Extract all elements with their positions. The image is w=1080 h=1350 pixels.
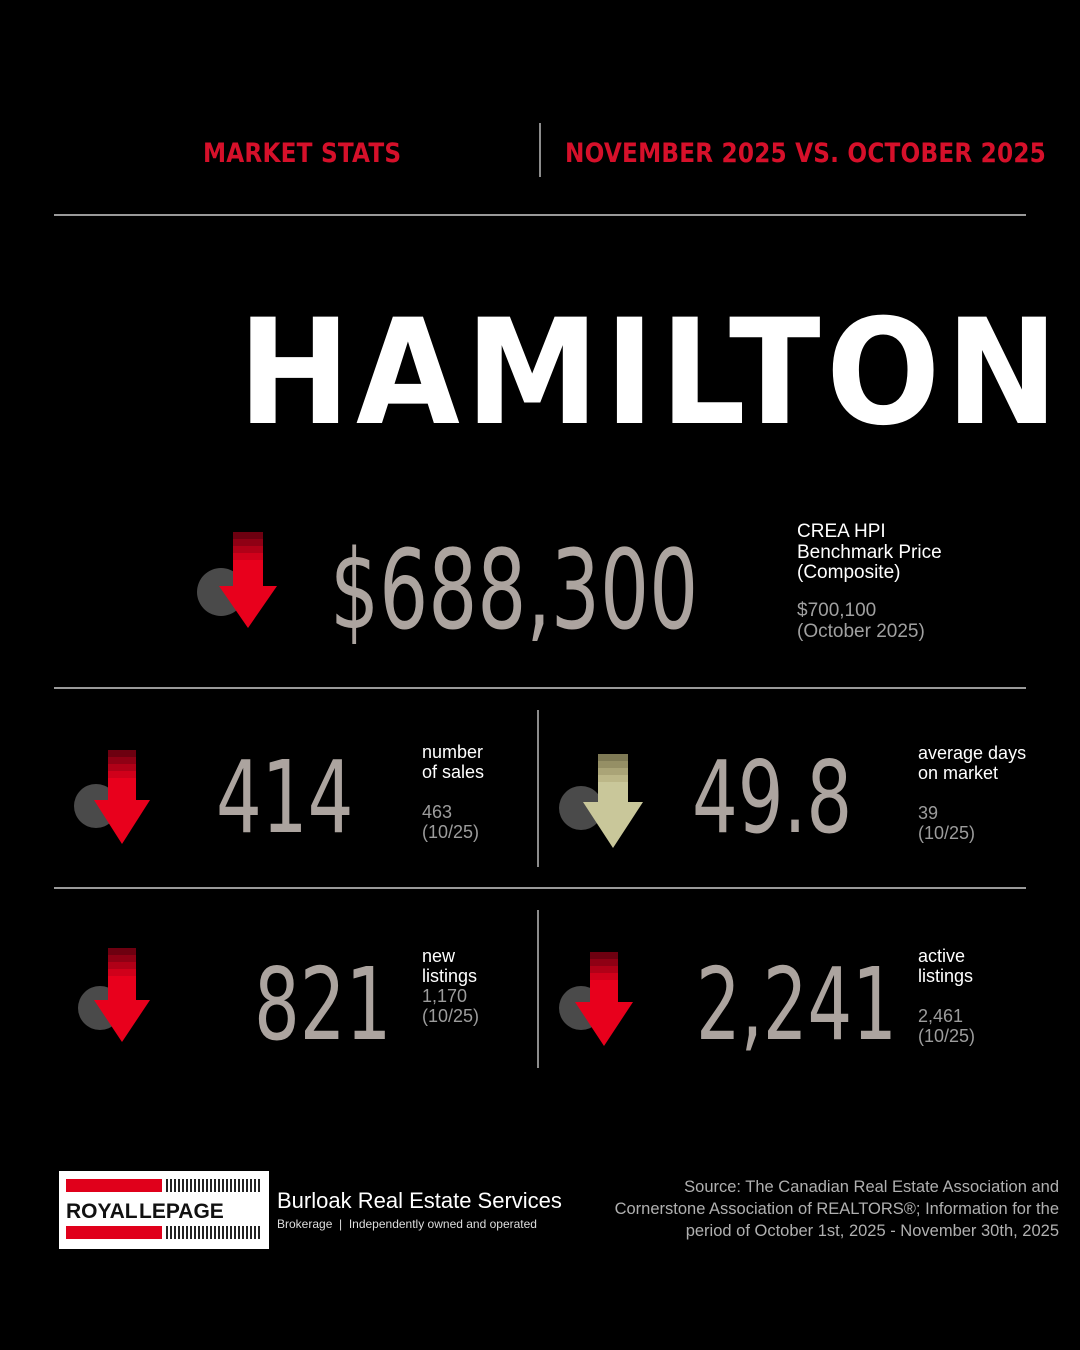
grid-divider-bottom <box>537 910 539 1068</box>
active-listings-value: 2,241 <box>696 946 897 1063</box>
new-listings-previous-line: (10/25) <box>422 1006 480 1026</box>
days-label: average days on market <box>918 743 1026 783</box>
new-listings-label: new listings 1,170 (10/25) <box>422 946 479 1026</box>
grid-divider-top <box>537 710 539 867</box>
royal-lepage-logo-mark: ROYAL LEPAGE <box>66 1179 260 1239</box>
new-listings-value: 821 <box>254 946 392 1063</box>
sales-down-arrow-icon <box>72 748 152 846</box>
benchmark-price-value: $688,300 <box>330 526 699 654</box>
benchmark-label-line: CREA HPI <box>797 521 886 542</box>
active-listings-label: active listings <box>918 946 973 986</box>
city-title: HAMILTON <box>238 288 1064 458</box>
days-previous-line: 39 <box>918 803 939 823</box>
benchmark-rule <box>54 687 1026 689</box>
new-listings-label-line: new <box>422 946 456 966</box>
sales-label-line: of sales <box>422 762 485 782</box>
market-stats-title: MARKET STATS <box>203 138 402 169</box>
grid-rule <box>54 887 1026 889</box>
brokerage-name: Burloak Real Estate Services <box>277 1188 562 1213</box>
sales-previous-line: (10/25) <box>422 822 480 842</box>
royal-lepage-logo: ROYAL LEPAGE <box>59 1171 269 1249</box>
sales-previous: 463 (10/25) <box>422 802 479 842</box>
sales-label-line: number <box>422 742 484 762</box>
days-previous-line: (10/25) <box>918 823 976 843</box>
days-label-line: on market <box>918 763 999 783</box>
sales-value: 414 <box>216 739 354 856</box>
logo-text-royal: ROYAL <box>66 1200 138 1223</box>
brokerage-subtitle: Brokerage | Independently owned and oper… <box>277 1217 537 1231</box>
benchmark-label: CREA HPI Benchmark Price (Composite) <box>797 521 942 584</box>
active-listings-label-line: active <box>918 946 966 966</box>
down-arrow-icon <box>195 530 279 630</box>
days-value: 49.8 <box>692 739 853 856</box>
header-divider <box>539 123 541 177</box>
active-listings-previous-line: 2,461 <box>918 1006 964 1026</box>
benchmark-previous-line: (October 2025) <box>797 620 925 642</box>
source-line: Source: The Canadian Real Estate Associa… <box>684 1178 1059 1196</box>
benchmark-label-line: Benchmark Price <box>797 541 942 563</box>
days-previous: 39 (10/25) <box>918 803 975 843</box>
new-listings-down-arrow-icon <box>76 946 156 1044</box>
sales-previous-line: 463 <box>422 802 453 822</box>
active-listings-previous: 2,461 (10/25) <box>918 1006 975 1046</box>
sales-label: number of sales <box>422 742 484 782</box>
benchmark-previous-line: $700,100 <box>797 600 877 621</box>
active-listings-label-line: listings <box>918 966 974 986</box>
source-line: Cornerstone Association of REALTORS®; In… <box>614 1200 1059 1218</box>
new-listings-label-line: listings <box>422 966 478 986</box>
header-rule <box>54 214 1026 216</box>
active-listings-previous-line: (10/25) <box>918 1026 976 1046</box>
source-note: Source: The Canadian Real Estate Associa… <box>615 1176 1059 1242</box>
benchmark-previous: $700,100 (October 2025) <box>797 600 925 642</box>
new-listings-previous-line: 1,170 <box>422 986 468 1006</box>
days-label-line: average days <box>918 743 1027 763</box>
benchmark-label-line: (Composite) <box>797 562 901 583</box>
period-title: NOVEMBER 2025 VS. OCTOBER 2025 <box>565 138 1046 169</box>
days-down-arrow-icon <box>557 752 645 850</box>
active-listings-down-arrow-icon <box>557 950 637 1048</box>
source-line: period of October 1st, 2025 - November 3… <box>685 1222 1059 1240</box>
logo-text-lepage: LEPAGE <box>139 1200 224 1223</box>
